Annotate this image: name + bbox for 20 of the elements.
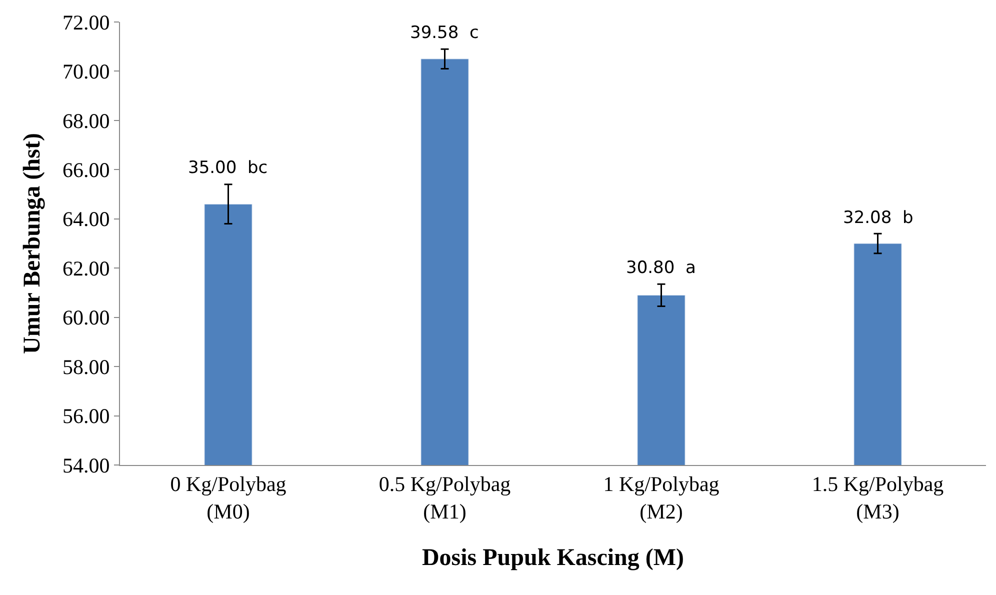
y-tick-label: 60.00 [62,306,110,330]
x-tick-label: 0.5 Kg/Polybag (M1) [378,472,512,524]
annotation: 39.58 c [410,23,479,43]
y-tick-label: 58.00 [62,354,110,379]
annotation: 32.08 b [843,208,914,228]
x-tick-label: 1 Kg/Polybag (M2) [603,472,720,524]
y-tick-label: 66.00 [62,158,110,182]
y-tick-label: 56.00 [62,404,110,428]
y-axis-title: Umur Berbunga (hst) [20,133,46,354]
y-tick-label: 64.00 [62,207,110,232]
y-tick-label: 54.00 [62,453,110,478]
x-tick-label: 0 Kg/Polybag (M0) [170,472,287,524]
x-tick-label: 1.5 Kg/Polybag (M3) [812,472,944,524]
annotation: 35.00 bc [188,158,268,178]
y-tick-label: 72.00 [62,10,110,34]
y-tick-label: 62.00 [62,256,110,280]
annotation: 30.80 a [626,258,696,278]
y-tick-label: 68.00 [62,108,110,133]
x-axis-title: Dosis Pupuk Kascing (M) [422,544,684,571]
y-tick-label: 70.00 [62,60,110,84]
